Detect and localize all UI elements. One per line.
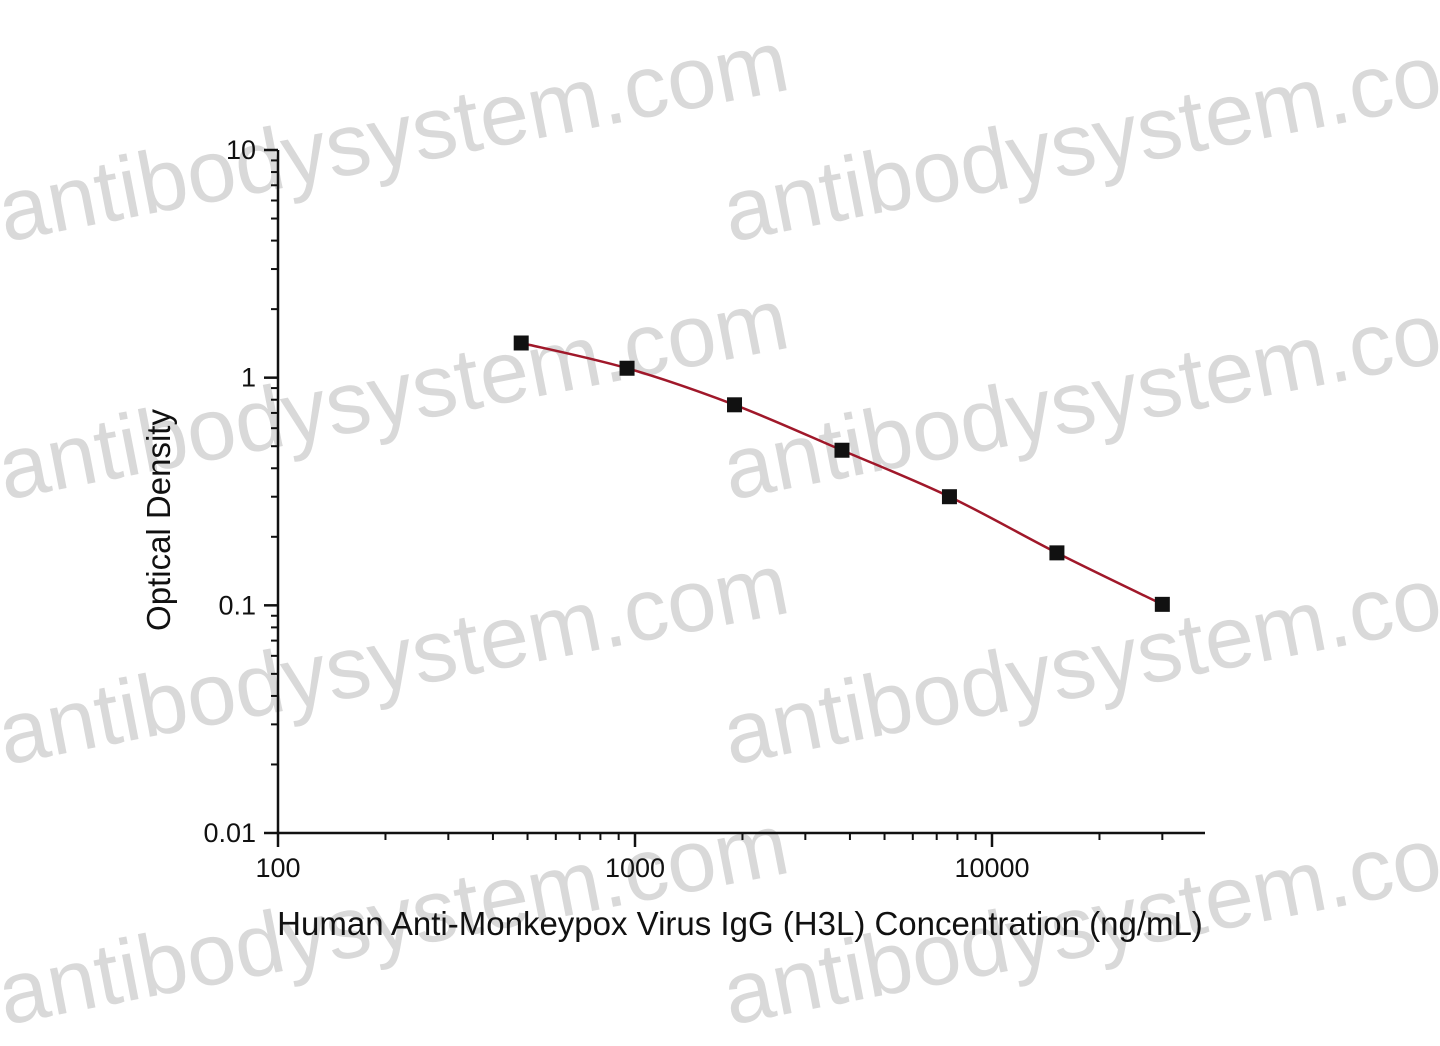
x-tick-label: 100: [255, 853, 300, 883]
watermark: antibodysystem.com: [0, 10, 796, 260]
data-point: [834, 442, 850, 458]
y-tick-label: 0.01: [203, 818, 256, 848]
x-tick-label: 10000: [954, 853, 1029, 883]
ticks: [264, 148, 1164, 847]
watermark: antibodysystem.com: [715, 533, 1440, 783]
y-tick-label: 0.1: [218, 590, 256, 620]
x-tick-label: 1000: [605, 853, 665, 883]
data-point: [1154, 596, 1170, 612]
watermark-layer: antibodysystem.com antibodysystem.com an…: [0, 10, 1440, 1043]
data-point: [513, 335, 529, 351]
y-tick-label: 1: [241, 363, 256, 393]
data-point: [619, 360, 635, 376]
data-point: [941, 489, 957, 505]
data-point: [727, 397, 743, 413]
watermark: antibodysystem.com: [715, 268, 1440, 518]
tick-labels: 10 1 0.1 0.01 100 1000 10000: [203, 135, 1029, 883]
watermark: antibodysystem.com: [0, 268, 796, 518]
data-point: [1049, 545, 1065, 561]
y-tick-label: 10: [226, 135, 256, 165]
x-axis-title: Human Anti-Monkeypox Virus IgG (H3L) Con…: [277, 905, 1203, 942]
y-axis-title: Optical Density: [140, 409, 177, 631]
data-points-layer: [513, 335, 1170, 612]
watermark: antibodysystem.com: [715, 10, 1440, 260]
watermark: antibodysystem.com: [0, 533, 796, 783]
